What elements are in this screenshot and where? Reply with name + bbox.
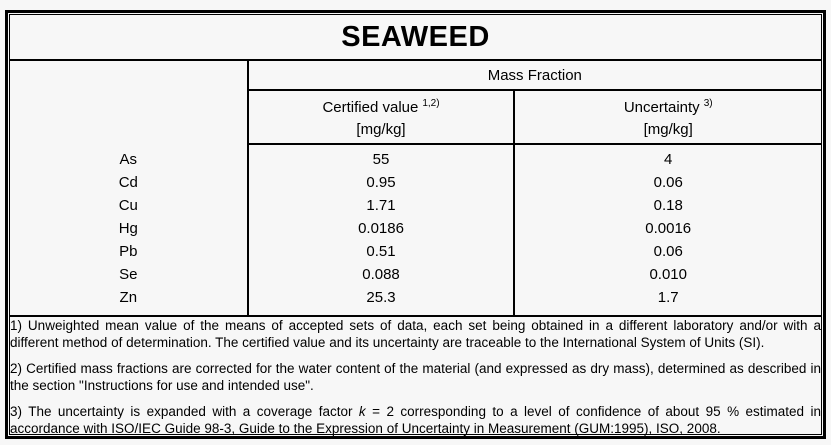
- uncertainty-footnote-ref: 3): [703, 98, 713, 109]
- footnote-3-text-post: = 2 corresponding to a level of confiden…: [10, 404, 821, 436]
- certified-value-cell: 25.3: [246, 286, 515, 316]
- element-symbol: Cu: [118, 197, 138, 214]
- table-row: Pb 0.51 0.06: [10, 240, 821, 263]
- certified-value-cell: 0.95: [246, 171, 515, 194]
- element-symbol: Zn: [119, 289, 138, 306]
- footnotes-row: 1) Unweighted mean value of the means of…: [10, 315, 821, 437]
- uncertainty-cell: 1.7: [513, 286, 821, 316]
- footnote-3-coverage-factor-symbol: k: [358, 404, 366, 419]
- uncertainty-cell: 0.06: [513, 240, 821, 263]
- certified-value-label: Certified value: [322, 99, 419, 116]
- certified-value-footnote-ref: 1,2): [422, 98, 440, 109]
- certified-values-table: SEAWEED Mass Fraction Certified value 1,2…: [10, 15, 821, 437]
- uncertainty-cell: 0.010: [513, 263, 821, 286]
- footnotes-section: 1) Unweighted mean value of the means of…: [10, 315, 821, 437]
- footnote-3-text-pre: 3) The uncertainty is expanded with a co…: [10, 404, 359, 419]
- certified-value-cell: 0.0186: [246, 217, 515, 240]
- table-outer-border: SEAWEED Mass Fraction Certified value 1,2…: [5, 10, 826, 439]
- table-title: SEAWEED: [10, 15, 821, 61]
- table-row: As 55 4: [10, 144, 821, 171]
- element-symbol: Cd: [118, 174, 138, 191]
- element-column-spacer-cell: [10, 60, 249, 144]
- certified-value-cell: 55: [246, 144, 515, 171]
- certified-value-cell: 0.51: [246, 240, 515, 263]
- group-header-row: Mass Fraction: [10, 60, 821, 144]
- table-row: Se 0.088 0.010: [10, 263, 821, 286]
- uncertainty-unit: [mg/kg]: [643, 121, 693, 138]
- column-header-row: Certified value 1,2) [mg/kg] Uncertainty 3…: [10, 90, 821, 145]
- element-symbol: Pb: [119, 243, 138, 260]
- title-row: SEAWEED: [10, 15, 821, 61]
- footnote-3: 3) The uncertainty is expanded with a co…: [10, 403, 821, 437]
- footnote-1: 1) Unweighted mean value of the means of…: [10, 318, 821, 350]
- uncertainty-cell: 0.06: [513, 171, 821, 194]
- uncertainty-cell: 4: [513, 144, 821, 171]
- certified-value-cell: 1.71: [246, 194, 515, 217]
- table-row: Hg 0.0186 0.0016: [10, 217, 821, 240]
- uncertainty-header: Uncertainty 3) [mg/kg]: [513, 90, 821, 145]
- certified-value-header: Certified value 1,2) [mg/kg]: [247, 90, 515, 145]
- uncertainty-label: Uncertainty: [623, 99, 700, 116]
- certified-value-unit: [mg/kg]: [356, 121, 406, 138]
- table-row: Cu 1.71 0.18: [10, 194, 821, 217]
- footnote-2: 2) Certified mass fractions are correcte…: [10, 361, 821, 393]
- element-symbol: Se: [119, 266, 138, 283]
- table-row: Cd 0.95 0.06: [10, 171, 821, 194]
- element-symbol: As: [119, 150, 138, 168]
- mass-fraction-header: Mass Fraction: [247, 60, 821, 91]
- uncertainty-cell: 0.18: [513, 194, 821, 217]
- uncertainty-cell: 0.0016: [513, 217, 821, 240]
- certified-value-cell: 0.088: [246, 263, 515, 286]
- element-symbol: Hg: [118, 220, 138, 237]
- table-inner-border: SEAWEED Mass Fraction Certified value 1,2…: [9, 14, 822, 437]
- table-row: Zn 25.3 1.7: [10, 286, 821, 316]
